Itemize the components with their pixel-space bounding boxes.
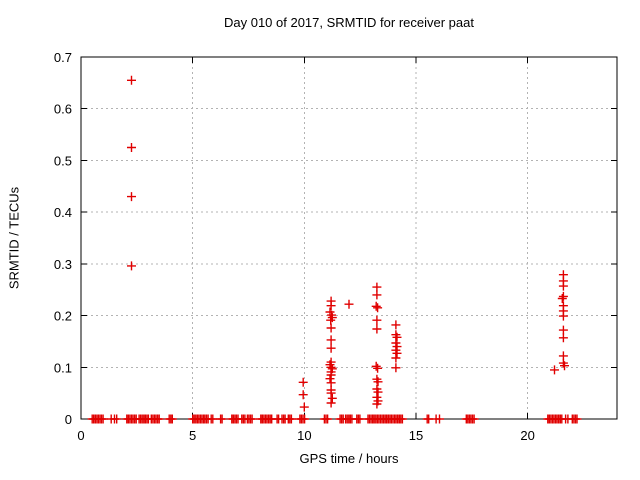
x-tick-label: 20	[520, 428, 534, 443]
data-point-marker	[397, 414, 407, 424]
plot-border	[80, 56, 618, 420]
data-point-marker	[326, 323, 336, 333]
data-point-marker	[327, 393, 337, 403]
data-point-marker	[372, 324, 382, 334]
data-point-marker	[326, 388, 336, 398]
y-tick-label: 0	[65, 412, 72, 427]
data-point-marker	[372, 315, 382, 325]
x-tick-label: 15	[409, 428, 423, 443]
y-tick-label: 0.6	[54, 102, 72, 117]
y-tick-label: 0.3	[54, 257, 72, 272]
data-point-marker	[371, 361, 381, 371]
data-point-marker	[217, 414, 227, 424]
data-point-marker	[558, 291, 568, 301]
data-point-marker	[373, 363, 383, 373]
data-point-marker	[247, 414, 257, 424]
data-point-marker	[371, 301, 381, 311]
data-point-marker	[392, 332, 402, 342]
x-tick-label: 5	[189, 428, 196, 443]
data-point-marker	[469, 414, 479, 424]
y-tick-label: 0.2	[54, 309, 72, 324]
y-tick-label: 0.4	[54, 205, 72, 220]
data-point-marker	[167, 414, 177, 424]
data-point-marker	[326, 315, 336, 325]
data-point-marker	[557, 294, 567, 303]
data-point-marker	[326, 335, 336, 345]
data-point-marker	[391, 353, 401, 363]
data-point-marker	[355, 414, 365, 424]
data-point-marker	[326, 301, 336, 311]
data-point-marker	[392, 348, 402, 358]
x-tick-label: 0	[77, 428, 84, 443]
data-point-marker	[326, 398, 336, 408]
data-point-marker	[98, 414, 108, 424]
data-point-marker	[298, 390, 308, 400]
data-point-marker	[127, 261, 136, 271]
data-point-marker	[127, 75, 136, 85]
data-point-marker	[550, 365, 559, 375]
data-point-marker	[326, 343, 336, 353]
data-point-marker	[372, 290, 382, 300]
data-point-marker	[286, 414, 296, 424]
y-tick-label: 0.7	[54, 50, 72, 65]
data-point-marker	[372, 399, 382, 409]
data-point-marker	[154, 414, 164, 424]
data-point-marker	[372, 282, 382, 292]
data-point-marker	[558, 333, 568, 343]
data-point-marker	[323, 414, 333, 424]
y-tick-label: 0.1	[54, 360, 72, 375]
data-point-marker	[299, 402, 309, 412]
data-point-marker	[560, 361, 569, 371]
data-point-marker	[208, 414, 218, 424]
data-point-marker	[127, 192, 136, 202]
x-axis-label: GPS time / hours	[299, 451, 399, 466]
data-point-marker	[112, 414, 122, 424]
chart-title: Day 010 of 2017, SRMTID for receiver paa…	[223, 15, 474, 30]
data-point-marker	[563, 414, 573, 424]
data-point-marker	[558, 281, 568, 291]
data-point-marker	[373, 387, 383, 397]
data-point-marker	[572, 414, 582, 424]
data-point-marker	[558, 311, 568, 321]
x-tick-label: 10	[297, 428, 311, 443]
data-point-marker	[325, 374, 335, 384]
data-point-marker	[391, 320, 401, 330]
y-tick-label: 0.5	[54, 153, 72, 168]
data-point-marker	[373, 377, 383, 387]
data-point-marker	[300, 414, 310, 424]
data-point-marker	[391, 363, 401, 373]
data-point-marker	[373, 303, 383, 313]
data-point-marker	[558, 325, 568, 335]
data-point-marker	[435, 414, 444, 424]
data-point-marker	[298, 377, 308, 387]
data-point-marker	[127, 143, 136, 152]
data-point-marker	[344, 299, 354, 309]
